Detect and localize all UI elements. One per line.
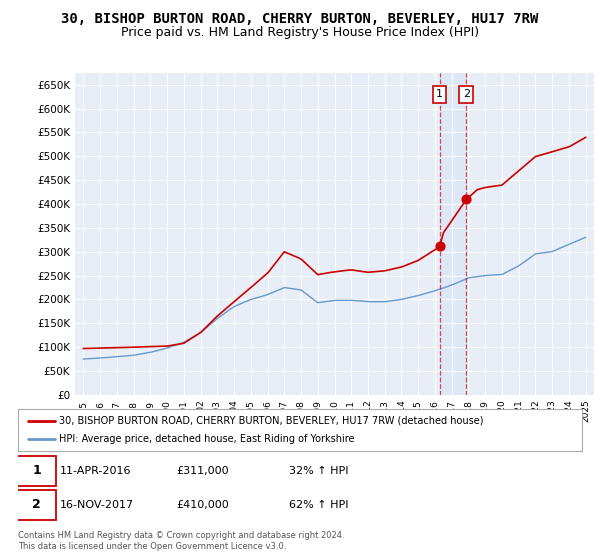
Text: 1: 1 [32,464,41,477]
Text: This data is licensed under the Open Government Licence v3.0.: This data is licensed under the Open Gov… [18,542,286,550]
Text: £311,000: £311,000 [176,466,229,475]
FancyBboxPatch shape [17,490,56,520]
Text: 62% ↑ HPI: 62% ↑ HPI [289,500,348,510]
Text: 30, BISHOP BURTON ROAD, CHERRY BURTON, BEVERLEY, HU17 7RW: 30, BISHOP BURTON ROAD, CHERRY BURTON, B… [61,12,539,26]
Text: 16-NOV-2017: 16-NOV-2017 [60,500,134,510]
Text: 30, BISHOP BURTON ROAD, CHERRY BURTON, BEVERLEY, HU17 7RW (detached house): 30, BISHOP BURTON ROAD, CHERRY BURTON, B… [59,416,483,426]
Text: Price paid vs. HM Land Registry's House Price Index (HPI): Price paid vs. HM Land Registry's House … [121,26,479,39]
Text: 11-APR-2016: 11-APR-2016 [60,466,132,475]
Text: HPI: Average price, detached house, East Riding of Yorkshire: HPI: Average price, detached house, East… [59,434,354,444]
Point [435,242,445,251]
Text: 2: 2 [32,498,41,511]
Text: 1: 1 [436,89,443,99]
Text: 32% ↑ HPI: 32% ↑ HPI [289,466,348,475]
FancyBboxPatch shape [17,456,56,486]
Text: Contains HM Land Registry data © Crown copyright and database right 2024.: Contains HM Land Registry data © Crown c… [18,531,344,540]
Point [461,195,471,204]
Bar [440,73,466,395]
Text: £410,000: £410,000 [176,500,229,510]
Text: 2: 2 [463,89,470,99]
